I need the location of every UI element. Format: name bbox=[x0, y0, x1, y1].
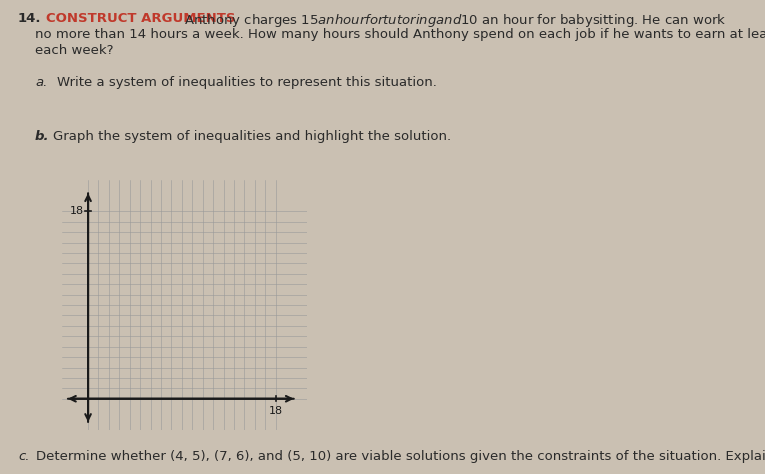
Text: Write a system of inequalities to represent this situation.: Write a system of inequalities to repres… bbox=[57, 76, 437, 89]
Text: c.: c. bbox=[18, 450, 30, 463]
Text: no more than 14 hours a week. How many hours should Anthony spend on each job if: no more than 14 hours a week. How many h… bbox=[35, 28, 765, 41]
Text: 18: 18 bbox=[70, 206, 84, 216]
Text: each week?: each week? bbox=[35, 44, 113, 57]
Text: b.: b. bbox=[35, 130, 50, 143]
Text: Anthony charges $15 an hour for tutoring and $10 an hour for babysitting. He can: Anthony charges $15 an hour for tutoring… bbox=[180, 12, 727, 29]
Text: Determine whether (4, 5), (7, 6), and (5, 10) are viable solutions given the con: Determine whether (4, 5), (7, 6), and (5… bbox=[36, 450, 765, 463]
Text: Graph the system of inequalities and highlight the solution.: Graph the system of inequalities and hig… bbox=[53, 130, 451, 143]
Text: 14.: 14. bbox=[18, 12, 41, 25]
Text: 18: 18 bbox=[269, 406, 283, 416]
Text: a.: a. bbox=[35, 76, 47, 89]
Text: CONSTRUCT ARGUMENTS: CONSTRUCT ARGUMENTS bbox=[46, 12, 236, 25]
